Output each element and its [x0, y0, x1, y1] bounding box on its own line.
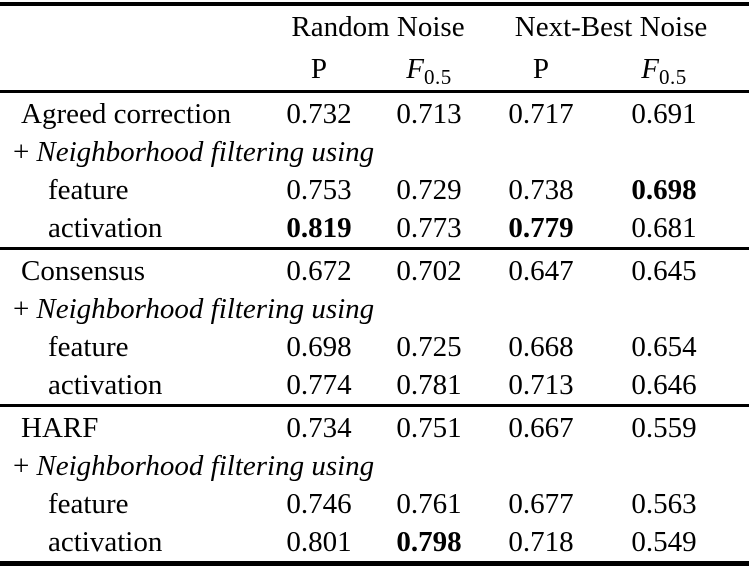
- filter-note: + Neighborhood filtering using: [0, 447, 734, 485]
- filter-note-text: Neighborhood filtering using: [36, 136, 375, 168]
- value-cell: 0.698: [286, 331, 352, 363]
- value-cell: 0.646: [631, 369, 697, 401]
- value-cell: 0.672: [286, 255, 352, 287]
- value-cell-best: 0.779: [508, 212, 574, 244]
- header-divider-rule: [0, 90, 749, 93]
- value-cell: 0.773: [396, 212, 462, 244]
- value-cell: 0.729: [396, 174, 462, 206]
- value-cell: 0.717: [508, 98, 574, 130]
- column-group-header-row: Random Noise Next-Best Noise: [0, 6, 749, 48]
- method-label: HARF: [21, 412, 99, 444]
- f-symbol: F: [406, 53, 424, 85]
- value-cell: 0.647: [508, 255, 574, 287]
- filter-note-row: + Neighborhood filtering using: [0, 290, 749, 328]
- sub-row-feature: feature 0.746 0.761 0.677 0.563: [0, 485, 749, 523]
- table-bottom-rule: [0, 561, 749, 566]
- filter-note: + Neighborhood filtering using: [0, 133, 734, 171]
- value-cell: 0.781: [396, 369, 462, 401]
- table-section-agreed-correction: Agreed correction 0.732 0.713 0.717 0.69…: [0, 93, 749, 247]
- value-cell: 0.713: [396, 98, 462, 130]
- value-cell: 0.761: [396, 488, 462, 520]
- sub-row-feature: feature 0.698 0.725 0.668 0.654: [0, 328, 749, 366]
- col-header-f05-nextbest: F0.5: [594, 48, 734, 98]
- value-cell: 0.713: [508, 369, 574, 401]
- value-cell: 0.559: [631, 412, 697, 444]
- sub-row-feature: feature 0.753 0.729 0.738 0.698: [0, 171, 749, 209]
- value-cell: 0.801: [286, 526, 352, 558]
- section-divider-rule: [0, 247, 749, 250]
- sub-row-activation: activation 0.819 0.773 0.779 0.681: [0, 209, 749, 247]
- method-label: Consensus: [21, 255, 146, 287]
- col-header-precision-nextbest: P: [532, 53, 550, 85]
- sub-row-activation: activation 0.801 0.798 0.718 0.549: [0, 523, 749, 561]
- column-group-random-noise: Random Noise: [291, 11, 465, 43]
- value-cell: 0.681: [631, 212, 697, 244]
- filter-note-text: Neighborhood filtering using: [36, 450, 375, 482]
- filter-note: + Neighborhood filtering using: [0, 290, 734, 328]
- sub-row-label: feature: [48, 174, 129, 206]
- value-cell: 0.645: [631, 255, 697, 287]
- value-cell-best: 0.819: [286, 212, 352, 244]
- value-cell: 0.702: [396, 255, 462, 287]
- value-cell: 0.691: [631, 98, 697, 130]
- value-cell: 0.677: [508, 488, 574, 520]
- header-spacer: [0, 6, 268, 48]
- value-cell: 0.774: [286, 369, 352, 401]
- sub-row-label: activation: [48, 526, 163, 558]
- col-header-precision-random: P: [310, 53, 328, 85]
- method-row: Consensus 0.672 0.702 0.647 0.645: [0, 252, 749, 290]
- plus-sign: +: [13, 450, 30, 482]
- method-row: HARF 0.734 0.751 0.667 0.559: [0, 409, 749, 447]
- sub-row-label: activation: [48, 212, 163, 244]
- value-cell: 0.751: [396, 412, 462, 444]
- value-cell: 0.667: [508, 412, 574, 444]
- method-label: Agreed correction: [21, 98, 232, 130]
- sub-row-label: feature: [48, 331, 129, 363]
- sub-row-label: feature: [48, 488, 129, 520]
- value-cell: 0.753: [286, 174, 352, 206]
- filter-note-row: + Neighborhood filtering using: [0, 447, 749, 485]
- table-section-consensus: Consensus 0.672 0.702 0.647 0.645 + Neigh…: [0, 250, 749, 404]
- col-header-f05-random: F0.5: [370, 48, 488, 98]
- metric-header-row: P F0.5 P F0.5: [0, 48, 749, 90]
- value-cell: 0.718: [508, 526, 574, 558]
- value-cell: 0.734: [286, 412, 352, 444]
- f-symbol: F: [641, 53, 659, 85]
- f-subscript: 0.5: [423, 65, 452, 89]
- f-subscript: 0.5: [658, 65, 687, 89]
- value-cell: 0.549: [631, 526, 697, 558]
- sub-row-activation: activation 0.774 0.781 0.713 0.646: [0, 366, 749, 404]
- sub-row-label: activation: [48, 369, 163, 401]
- value-cell: 0.732: [286, 98, 352, 130]
- header-spacer: [734, 6, 749, 48]
- value-cell-best: 0.698: [631, 174, 697, 206]
- value-cell: 0.563: [631, 488, 697, 520]
- filter-note-row: + Neighborhood filtering using: [0, 133, 749, 171]
- value-cell: 0.738: [508, 174, 574, 206]
- plus-sign: +: [13, 136, 30, 168]
- table-section-harf: HARF 0.734 0.751 0.667 0.559 + Neighborho…: [0, 407, 749, 561]
- method-row: Agreed correction 0.732 0.713 0.717 0.69…: [0, 95, 749, 133]
- section-divider-rule: [0, 404, 749, 407]
- column-group-next-best-noise: Next-Best Noise: [514, 11, 708, 43]
- table-top-rule: [0, 2, 749, 6]
- value-cell: 0.654: [631, 331, 697, 363]
- value-cell: 0.668: [508, 331, 574, 363]
- value-cell: 0.725: [396, 331, 462, 363]
- value-cell-best: 0.798: [396, 526, 462, 558]
- filter-note-text: Neighborhood filtering using: [36, 293, 375, 325]
- plus-sign: +: [13, 293, 30, 325]
- value-cell: 0.746: [286, 488, 352, 520]
